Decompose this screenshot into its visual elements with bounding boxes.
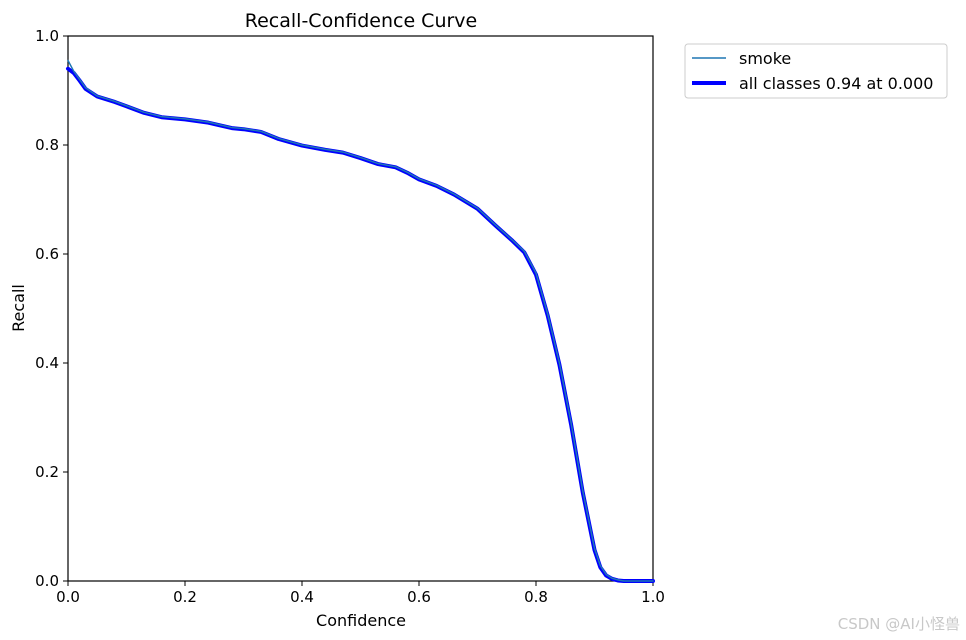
series-line-all-classes: [66, 66, 655, 583]
legend: smoke all classes 0.94 at 0.000: [684, 43, 948, 99]
y-axis: 0.0 0.2 0.4 0.6 0.8 1.0: [35, 27, 68, 590]
x-axis: 0.0 0.2 0.4 0.6 0.8 1.0: [56, 581, 665, 606]
x-tick-label: 0.6: [407, 588, 431, 606]
watermark: CSDN @AI小怪兽: [837, 615, 960, 633]
legend-label-all-classes: all classes 0.94 at 0.000: [739, 74, 933, 93]
y-tick-label: 0.0: [35, 572, 59, 590]
x-tick-label: 0.2: [173, 588, 197, 606]
y-tick-label: 0.2: [35, 463, 59, 481]
series-layer: [66, 59, 655, 583]
legend-frame: [684, 43, 948, 99]
y-tick-label: 0.4: [35, 354, 59, 372]
x-axis-label: Confidence: [316, 611, 406, 630]
y-tick-label: 1.0: [35, 27, 59, 45]
x-tick-label: 0.0: [56, 588, 80, 606]
legend-label-smoke: smoke: [739, 49, 791, 68]
y-tick-label: 0.8: [35, 136, 59, 154]
plot-area: [67, 35, 654, 582]
x-tick-label: 0.8: [524, 588, 548, 606]
y-axis-label: Recall: [9, 284, 28, 332]
series-line-smoke: [67, 59, 654, 582]
chart-title: Recall-Confidence Curve: [245, 10, 477, 32]
x-tick-label: 0.4: [290, 588, 314, 606]
x-tick-label: 1.0: [641, 588, 665, 606]
y-tick-label: 0.6: [35, 245, 59, 263]
